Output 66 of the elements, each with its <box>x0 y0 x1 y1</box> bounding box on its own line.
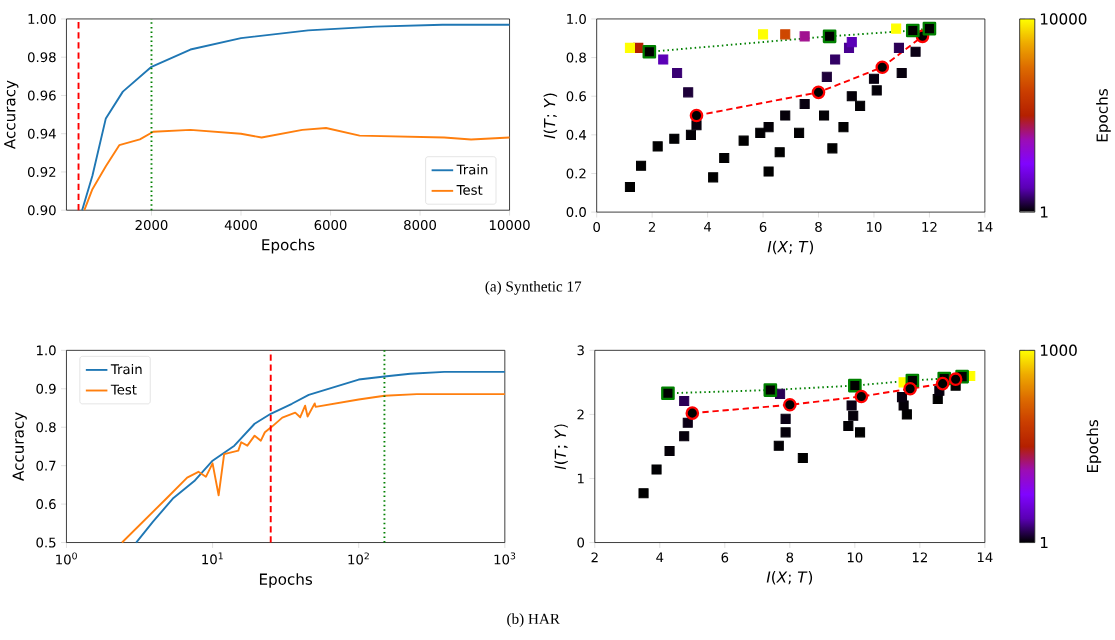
y-tick-label: 0.8 <box>36 422 56 433</box>
color-bar-title: Epochs <box>1096 89 1111 142</box>
y-tick-label: 0.98 <box>27 52 56 63</box>
x-axis-title: I(X; T) <box>767 240 814 255</box>
y-axis-title: I(T; Y) <box>543 93 558 139</box>
y-tick-label: 0.2 <box>566 168 586 179</box>
x-tick-label: 10000 <box>489 220 530 231</box>
x-tick-label: 10 <box>847 552 863 563</box>
x-tick-label: 4000 <box>224 220 257 231</box>
y-tick-label: 0.94 <box>27 128 56 139</box>
color-bar-label: 10000 <box>1040 13 1087 25</box>
y-tick-label: 1.0 <box>36 345 56 356</box>
x-tick-label: 0 <box>593 221 600 232</box>
x-tick-label: 8 <box>786 552 794 563</box>
x-tick-label: 10$^{2}$ <box>348 552 369 565</box>
text: (a) Synthetic 17 <box>485 280 582 295</box>
x-tick-label: 14 <box>977 552 993 563</box>
y-tick-label: 0.8 <box>566 52 586 63</box>
legend-label: Test <box>456 185 483 195</box>
color-bar-label: 1 <box>1040 206 1048 218</box>
y-tick-label: 0.5 <box>36 537 56 548</box>
y-tick-label: 1.0 <box>567 13 586 24</box>
x-tick-label: 10$^{0}$ <box>56 552 77 565</box>
x-tick-label: 6000 <box>314 220 347 231</box>
y-tick-label: 3 <box>577 345 584 356</box>
y-tick-label: 0.6 <box>566 91 586 102</box>
y-tick-label: 0.4 <box>566 129 587 140</box>
y-tick-label: 1.00 <box>28 13 56 24</box>
x-tick-label: 8000 <box>404 220 437 231</box>
color-bar-label: 1000 <box>1040 344 1077 357</box>
legend-label: Train <box>110 363 142 375</box>
y-tick-label: 0.9 <box>36 383 56 394</box>
y-tick-label: 0.96 <box>27 90 56 101</box>
legend-label: Test <box>110 384 137 395</box>
x-tick-label: 2 <box>591 552 598 563</box>
color-bar-title: Epochs <box>1086 420 1102 473</box>
y-tick-label: 0.92 <box>27 166 56 177</box>
x-tick-label: 10 <box>866 221 882 232</box>
x-axis-title: Epochs <box>262 238 315 254</box>
x-tick-label: 10$^{1}$ <box>202 552 223 565</box>
x-tick-label: 12 <box>912 552 927 563</box>
y-tick-label: 0.7 <box>36 460 56 471</box>
x-tick-label: 4 <box>656 552 664 563</box>
y-axis-title: I(T; Y) <box>554 424 568 470</box>
x-tick-label: 2 <box>648 221 656 232</box>
x-tick-label: 14 <box>977 221 993 232</box>
y-tick-label: 1 <box>577 473 584 484</box>
x-axis-title: Epochs <box>259 573 313 588</box>
y-axis-title: Accuracy <box>12 412 27 481</box>
text: (b) HAR <box>507 613 560 628</box>
legend-label: Train <box>456 164 488 175</box>
x-tick-label: 2000 <box>135 220 168 231</box>
x-axis-title: I(X; T) <box>766 571 813 585</box>
y-tick-label: 0 <box>577 537 585 548</box>
x-tick-label: 8 <box>815 221 822 232</box>
y-tick-label: 0.90 <box>27 205 56 216</box>
y-tick-label: 2 <box>577 409 584 420</box>
y-axis-title: Accuracy <box>4 80 19 150</box>
y-tick-label: 0.0 <box>566 207 586 218</box>
y-tick-label: 0.6 <box>36 499 56 510</box>
x-tick-label: 6 <box>759 221 767 232</box>
color-bar-label: 1 <box>1040 537 1048 549</box>
x-tick-label: 6 <box>721 552 729 563</box>
x-tick-label: 4 <box>704 221 712 232</box>
x-tick-label: 10$^{3}$ <box>494 552 516 565</box>
x-tick-label: 12 <box>922 221 937 232</box>
